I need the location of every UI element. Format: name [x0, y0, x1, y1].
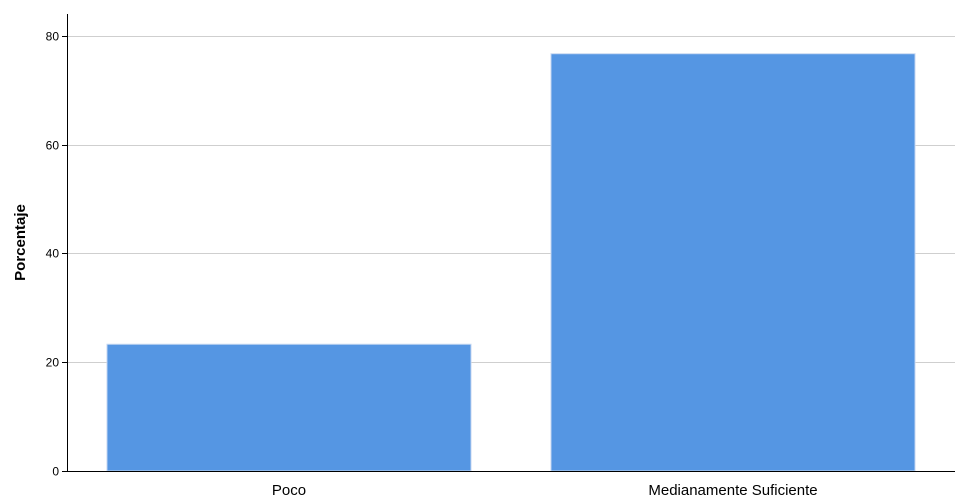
- category-label-medianamente-suficiente: Medianamente Suficiente: [648, 482, 817, 499]
- bar-medianamente-suficiente: [550, 53, 916, 472]
- ytick-label-20: 20: [46, 356, 60, 370]
- axes: [67, 14, 955, 472]
- category-label-poco: Poco: [272, 482, 306, 499]
- ytick-label-60: 60: [46, 139, 60, 153]
- y-axis-title: Porcentaje: [12, 204, 29, 281]
- ytick-label-40: 40: [46, 247, 60, 261]
- y-ticks: 0 20 40 60 80: [46, 30, 67, 479]
- x-category-labels: Poco Medianamente Suficiente: [272, 482, 818, 499]
- bars: [106, 53, 916, 472]
- ytick-label-80: 80: [46, 30, 60, 44]
- bar-poco: [106, 343, 472, 472]
- ytick-label-0: 0: [52, 465, 59, 479]
